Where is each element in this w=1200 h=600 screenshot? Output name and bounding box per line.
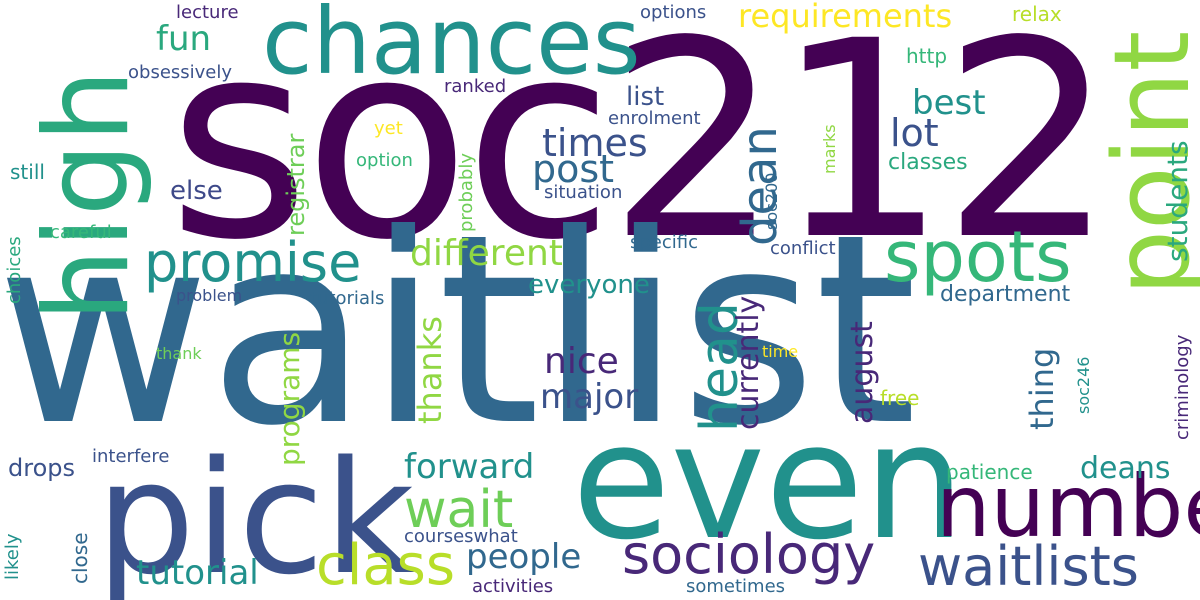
word-sometimes: sometimes bbox=[686, 576, 786, 597]
word-free: free bbox=[880, 386, 920, 410]
word-courseswhat: courseswhat bbox=[404, 526, 518, 547]
word-option: option bbox=[356, 150, 413, 171]
word-registrar: registrar bbox=[282, 133, 310, 236]
word-enrolment: enrolment bbox=[608, 108, 701, 129]
word-programs: programs bbox=[273, 331, 306, 466]
word-options: options bbox=[640, 2, 707, 23]
word-currently: currently bbox=[731, 295, 766, 430]
word-forward: forward bbox=[404, 447, 535, 487]
word-deans: deans bbox=[1080, 451, 1171, 486]
word-drops: drops bbox=[8, 454, 75, 482]
word-marks: marks bbox=[820, 124, 839, 174]
word-interfere: interfere bbox=[92, 446, 170, 467]
word-problem: problem bbox=[176, 286, 243, 305]
word-pick: pick bbox=[96, 427, 415, 600]
word-ranked: ranked bbox=[444, 76, 507, 97]
word-tutorials: tutorials bbox=[310, 288, 385, 309]
word-promise: promise bbox=[144, 231, 362, 294]
word-probably: probably bbox=[456, 153, 477, 232]
word-activities: activities bbox=[472, 576, 554, 597]
word-patience: patience bbox=[946, 460, 1033, 484]
word-else: else bbox=[170, 176, 223, 206]
word-spots: spots bbox=[884, 216, 1072, 298]
word-criminology: criminology bbox=[1172, 334, 1193, 440]
word-sociology: sociology bbox=[622, 523, 876, 586]
word-lot: lot bbox=[890, 111, 939, 155]
word-classes: classes bbox=[888, 150, 968, 175]
word-time: time bbox=[762, 342, 799, 361]
word-soc246: soc246 bbox=[1074, 356, 1093, 414]
word-yet: yet bbox=[374, 118, 403, 139]
word-post: post bbox=[532, 147, 615, 191]
word-still: still bbox=[10, 160, 45, 184]
word-times: times bbox=[542, 121, 648, 165]
word-requirements: requirements bbox=[738, 0, 953, 35]
word-different: different bbox=[410, 233, 563, 274]
word-likely: likely bbox=[2, 533, 23, 580]
word-obsessively: obsessively bbox=[128, 62, 233, 83]
word-major: major bbox=[540, 377, 639, 417]
word-careful: careful bbox=[50, 222, 112, 243]
word-class: class bbox=[316, 533, 456, 598]
word-situation: situation bbox=[544, 182, 623, 203]
word-thank: thank bbox=[156, 344, 202, 363]
word-choices: choices bbox=[4, 236, 25, 304]
word-chances: chances bbox=[262, 0, 641, 95]
word-lecture: lecture bbox=[176, 2, 239, 23]
word-number: number bbox=[936, 457, 1200, 557]
word-close: close bbox=[68, 532, 92, 584]
word-waitlists: waitlists bbox=[918, 535, 1139, 598]
word-specific: specific bbox=[630, 232, 699, 253]
word-wait: wait bbox=[404, 480, 514, 540]
word-thanks: thanks bbox=[411, 316, 449, 424]
word-fun: fun bbox=[156, 19, 212, 59]
word-nice: nice bbox=[544, 341, 619, 382]
word-tutorial: tutorial bbox=[136, 553, 259, 593]
word-relax: relax bbox=[1012, 2, 1062, 26]
word-people: people bbox=[466, 537, 582, 577]
word-students: students bbox=[1161, 140, 1194, 262]
word-conflict: conflict bbox=[770, 238, 836, 259]
word-soc200: soc200 bbox=[762, 172, 781, 230]
word-http: http bbox=[906, 44, 948, 68]
word-august: august bbox=[845, 321, 880, 424]
word-department: department bbox=[940, 282, 1071, 307]
word-thing: thing bbox=[1023, 347, 1061, 430]
word-waitlist: waitlist bbox=[0, 178, 917, 483]
word-everyone: everyone bbox=[528, 270, 650, 300]
word-soc212: soc212 bbox=[168, 0, 1115, 300]
word-even: even bbox=[572, 388, 965, 575]
word-list: list bbox=[626, 82, 665, 112]
word-best: best bbox=[912, 83, 986, 123]
word-high: high bbox=[20, 69, 155, 322]
